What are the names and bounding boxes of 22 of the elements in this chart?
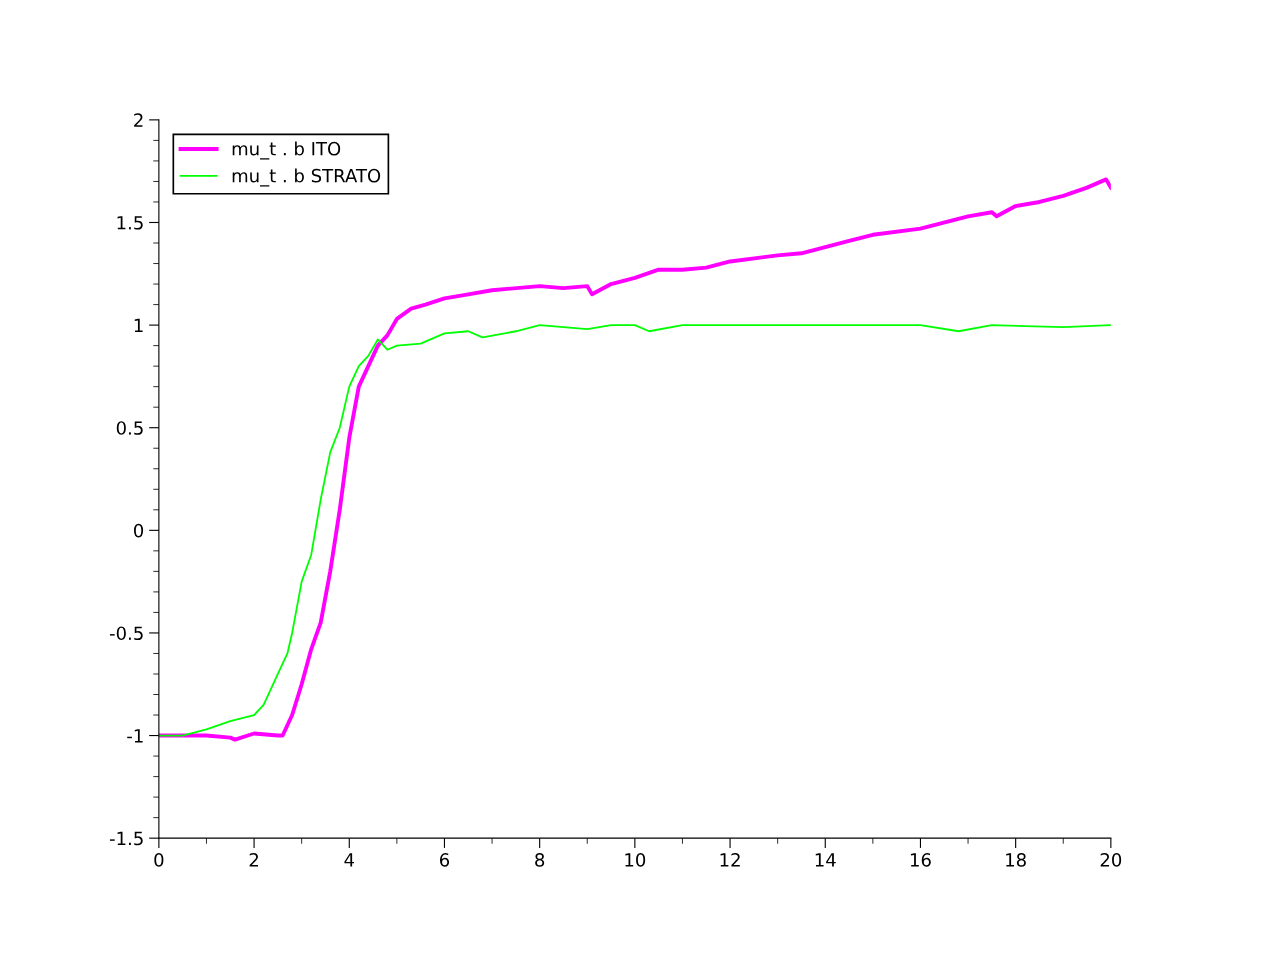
x-tick-label: 20 <box>1100 853 1122 867</box>
x-tick-label: 0 <box>154 853 164 867</box>
x-tick-label: 12 <box>720 853 740 867</box>
x-tick-label: 4 <box>344 853 354 867</box>
x-tick-label: 10 <box>625 853 646 867</box>
y-tick-label: -0.5 <box>109 626 143 641</box>
x-tick-label: 14 <box>815 853 836 867</box>
x-tick-label: 16 <box>910 853 931 867</box>
line-series <box>158 324 1111 737</box>
legend-label: mu_t . b STRATO <box>232 168 381 187</box>
y-tick-label: 0.5 <box>116 421 143 435</box>
y-tick-label: -1 <box>127 729 143 743</box>
y-tick-label: 2 <box>134 113 143 127</box>
y-tick-label: 1 <box>134 318 143 332</box>
y-tick-label: 1.5 <box>117 216 143 230</box>
x-tick-label: 6 <box>439 853 450 867</box>
y-tick-label: -1.5 <box>109 831 143 846</box>
x-tick-label: 8 <box>535 853 545 867</box>
y-tick-label: 0 <box>133 523 144 538</box>
legend-label: mu_t . b ITO <box>232 141 341 160</box>
x-tick-label: 18 <box>1006 853 1026 867</box>
x-tick-label: 2 <box>249 853 259 867</box>
